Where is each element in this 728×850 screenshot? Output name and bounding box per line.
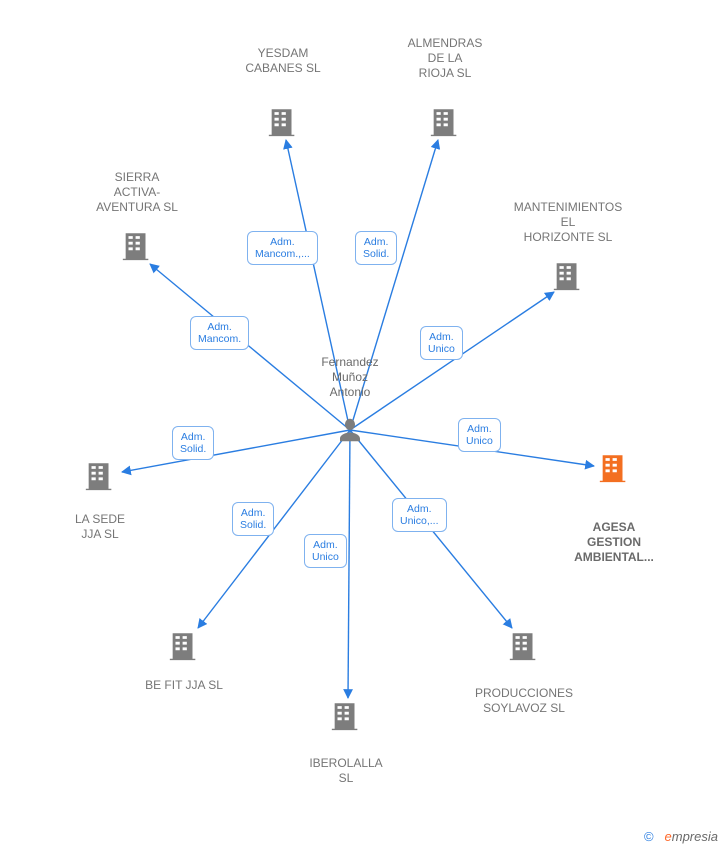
building-icon — [83, 459, 117, 498]
node-label: YESDAM CABANES SL — [213, 46, 353, 76]
node-label: MANTENIMIENTOS EL HORIZONTE SL — [498, 200, 638, 245]
edge-label: Adm. Mancom.,... — [247, 231, 318, 265]
node-label: AGESA GESTION AMBIENTAL... — [544, 520, 684, 565]
building-icon — [507, 629, 541, 668]
center-node-label: Fernandez Muñoz Antonio — [300, 355, 400, 400]
edge-label: Adm. Mancom. — [190, 316, 249, 350]
building-icon — [428, 105, 462, 144]
node-label: SIERRA ACTIVA- AVENTURA SL — [67, 170, 207, 215]
edge-label: Adm. Unico — [304, 534, 347, 568]
edge-label: Adm. Unico — [458, 418, 501, 452]
edge-line — [150, 264, 350, 430]
edge-line — [348, 430, 350, 698]
brand-e: e — [665, 829, 672, 844]
brand-rest: mpresia — [672, 829, 718, 844]
building-icon — [329, 699, 363, 738]
edge-label: Adm. Solid. — [355, 231, 397, 265]
edge-label: Adm. Solid. — [172, 426, 214, 460]
building-icon — [597, 451, 631, 490]
footer-credit: © empresia — [644, 829, 718, 844]
edge-line — [122, 430, 350, 472]
person-icon — [335, 415, 365, 450]
building-icon — [167, 629, 201, 668]
node-label: IBEROLALLA SL — [276, 756, 416, 786]
network-diagram: Fernandez Muñoz Antonio YESDAM CABANES S… — [0, 0, 728, 850]
node-label: PRODUCCIONES SOYLAVOZ SL — [454, 686, 594, 716]
node-label: LA SEDE JJA SL — [30, 512, 170, 542]
node-label: ALMENDRAS DE LA RIOJA SL — [375, 36, 515, 81]
building-icon — [266, 105, 300, 144]
edge-label: Adm. Solid. — [232, 502, 274, 536]
node-label: BE FIT JJA SL — [114, 678, 254, 693]
copyright-symbol: © — [644, 829, 654, 844]
edge-label: Adm. Unico,... — [392, 498, 447, 532]
edge-label: Adm. Unico — [420, 326, 463, 360]
building-icon — [120, 229, 154, 268]
building-icon — [551, 259, 585, 298]
